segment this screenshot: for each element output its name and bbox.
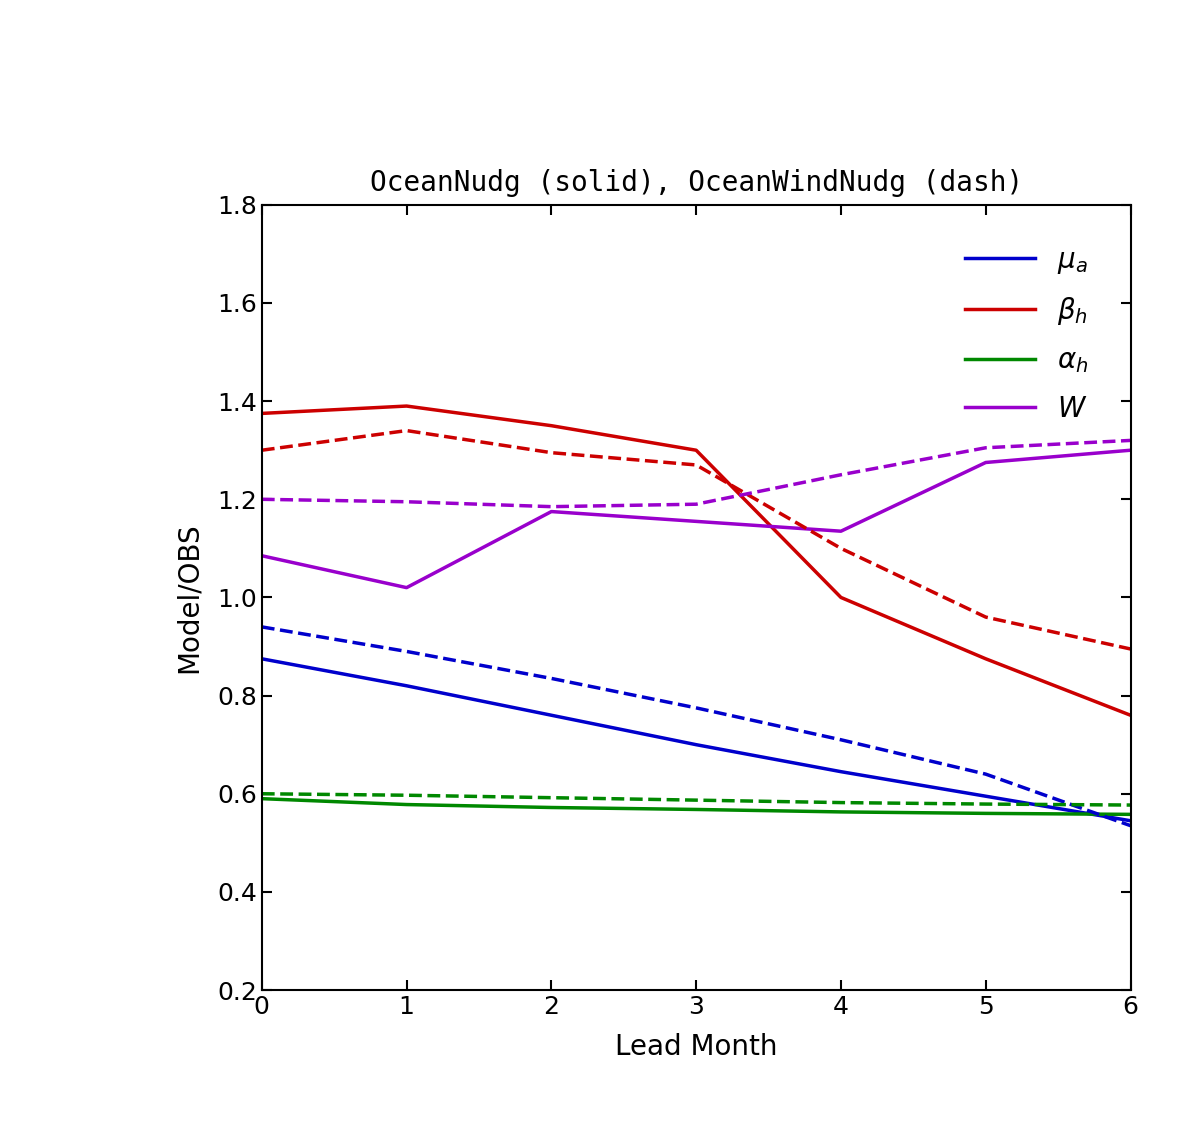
Y-axis label: Model/OBS: Model/OBS xyxy=(175,522,203,673)
Legend: $\mu_a$, $\beta_h$, $\alpha_h$, $W$: $\mu_a$, $\beta_h$, $\alpha_h$, $W$ xyxy=(954,234,1100,434)
X-axis label: Lead Month: Lead Month xyxy=(615,1033,777,1061)
Title: OceanNudg (solid), OceanWindNudg (dash): OceanNudg (solid), OceanWindNudg (dash) xyxy=(370,168,1022,197)
